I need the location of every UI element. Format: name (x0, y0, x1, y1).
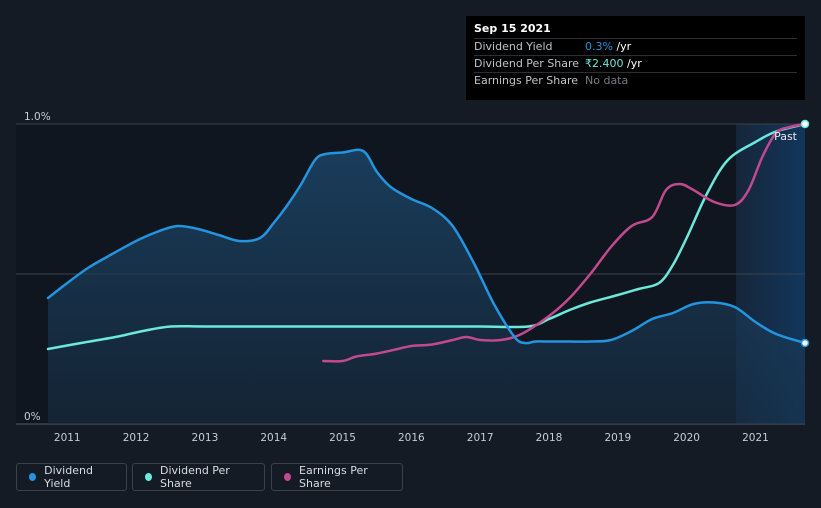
tooltip-label: Dividend Yield (474, 40, 553, 53)
tooltip-row-dividend-per-share: Dividend Per Share ₹2.400 /yr (474, 55, 797, 72)
past-label: Past (774, 130, 798, 143)
tooltip-unit: /yr (623, 57, 642, 70)
dividend-per-share-line (46, 122, 807, 351)
earnings-per-share-line (322, 122, 807, 363)
y-tick-label: 0% (24, 411, 41, 423)
x-tick-label: 2011 (54, 432, 81, 444)
tooltip-row-earnings-per-share: Earnings Per Share No data (474, 72, 797, 89)
dividend-yield-line (46, 148, 807, 345)
tooltip-row-dividend-yield: Dividend Yield 0.3% /yr (474, 38, 797, 55)
earnings-per-share-dot-icon (284, 473, 291, 481)
x-tick-label: 2013 (192, 432, 219, 444)
x-tick-label: 2020 (673, 432, 700, 444)
tooltip: Sep 15 2021 Dividend Yield 0.3% /yr Divi… (466, 16, 805, 100)
dividend-yield-area (48, 149, 805, 425)
x-tick-label: 2018 (536, 432, 563, 444)
dividend-per-share-end-marker (800, 119, 810, 129)
tooltip-unit: /yr (612, 40, 632, 53)
x-tick-label: 2017 (467, 432, 494, 444)
x-tick-label: 2014 (260, 432, 287, 444)
legend-label: Dividend Yield (44, 464, 93, 490)
y-tick-label: 1.0% (24, 111, 51, 123)
tooltip-value: 0.3% (585, 40, 613, 53)
x-tick-label: 2016 (398, 432, 425, 444)
dividend-yield-end-marker (800, 338, 810, 348)
x-tick-label: 2015 (329, 432, 356, 444)
tooltip-value: ₹2.400 (585, 57, 624, 70)
tooltip-label: Dividend Per Share (474, 57, 580, 70)
x-tick-label: 2012 (123, 432, 150, 444)
legend-earnings-per-share[interactable]: Earnings Per Share (271, 463, 403, 491)
legend-label: Earnings Per Share (299, 464, 368, 490)
dividend-per-share-dot-icon (145, 473, 152, 481)
legend-dividend-per-share[interactable]: Dividend Per Share (132, 463, 265, 491)
tooltip-date: Sep 15 2021 (474, 22, 551, 35)
legend-dividend-yield[interactable]: Dividend Yield (16, 463, 127, 491)
dividend-yield-dot-icon (29, 473, 37, 481)
x-tick-label: 2019 (604, 432, 631, 444)
x-tick-label: 2021 (742, 432, 769, 444)
tooltip-label: Earnings Per Share (474, 74, 579, 87)
legend-label: Dividend Per Share (160, 464, 230, 490)
tooltip-value: No data (585, 74, 629, 87)
